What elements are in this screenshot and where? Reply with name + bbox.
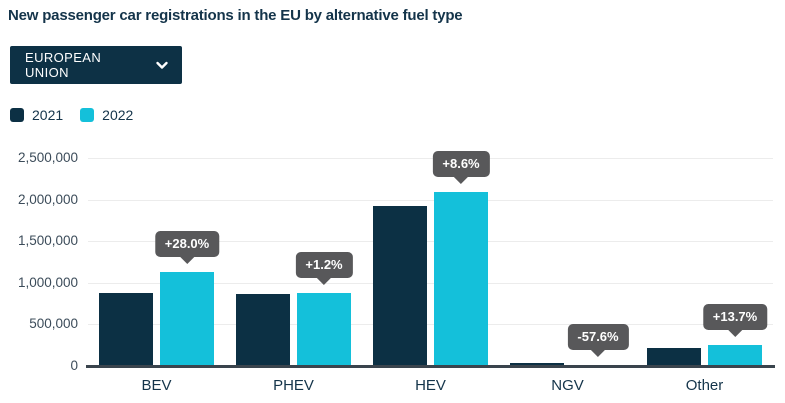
bar-group-ngv: -57.6% NGV — [499, 140, 636, 394]
bar-2021-hev — [373, 206, 427, 366]
tooltip-pointer — [590, 349, 605, 357]
tooltip-pointer — [179, 257, 194, 265]
legend-label-2021: 2021 — [32, 107, 64, 123]
bar-2021-bev — [99, 292, 153, 366]
y-axis-tick-label: 2,000,000 — [17, 191, 78, 207]
bar-group-bev: +28.0% BEV — [88, 140, 225, 394]
bar-groups: +28.0% BEV +1.2% PHEV +8.6% HEV -57.6% NGV +13.7… — [88, 140, 773, 394]
gridline — [88, 324, 773, 326]
bar-2021-phev — [236, 294, 290, 366]
x-axis-label-other: Other — [685, 377, 724, 394]
bar-2022-phev — [297, 293, 351, 366]
chevron-down-icon — [156, 61, 168, 69]
y-axis-tick-label: 0 — [70, 358, 78, 373]
x-axis-label-bev: BEV — [141, 377, 172, 394]
bar-chart: 2,500,000 2,000,000 1,500,000 1,000,000 500,… — [0, 140, 785, 403]
change-tooltip-other: +13.7% — [702, 304, 768, 338]
y-axis-tick-label: 1,000,000 — [17, 274, 78, 290]
x-axis-line — [86, 365, 775, 368]
change-tooltip-ngv: -57.6% — [567, 323, 629, 357]
x-axis-label-hev: HEV — [415, 377, 446, 394]
legend: 2021 2022 — [10, 107, 133, 123]
bar-group-hev: +8.6% HEV — [362, 140, 499, 394]
y-axis-tick-label: 500,000 — [29, 316, 78, 332]
y-axis-tick-label: 2,500,000 — [17, 150, 78, 165]
bar-2022-bev — [160, 272, 214, 366]
bar-2022-hev — [434, 192, 488, 366]
bar-2021-ngv — [510, 363, 564, 366]
legend-swatch-2021 — [10, 108, 24, 122]
bar-group-phev: +1.2% PHEV — [225, 140, 362, 394]
region-dropdown-label: EUROPEAN UNION — [25, 50, 102, 80]
legend-item-2022[interactable]: 2022 — [80, 107, 133, 123]
bar-2021-other — [647, 347, 701, 366]
page-title: New passenger car registrations in the E… — [8, 7, 463, 24]
bar-2022-other — [708, 345, 762, 366]
legend-swatch-2022 — [80, 108, 95, 122]
change-tooltip-hev: +8.6% — [432, 151, 490, 185]
gridline — [88, 199, 773, 201]
legend-label-2022: 2022 — [102, 107, 134, 123]
gridline — [88, 158, 773, 159]
change-tooltip-phev: +1.2% — [295, 252, 353, 286]
region-dropdown[interactable]: EUROPEAN UNION — [10, 46, 182, 84]
x-axis-label-ngv: NGV — [551, 377, 584, 394]
change-tooltip-bev: +28.0% — [154, 231, 220, 265]
legend-item-2021[interactable]: 2021 — [10, 107, 63, 123]
x-axis-label-phev: PHEV — [273, 377, 314, 394]
gridline — [88, 241, 773, 243]
tooltip-pointer — [453, 177, 468, 185]
tooltip-pointer — [727, 330, 742, 338]
bar-group-other: +13.7% Other — [636, 140, 773, 394]
gridline — [88, 282, 773, 284]
tooltip-pointer — [316, 278, 331, 286]
y-axis-tick-label: 1,500,000 — [17, 233, 78, 249]
